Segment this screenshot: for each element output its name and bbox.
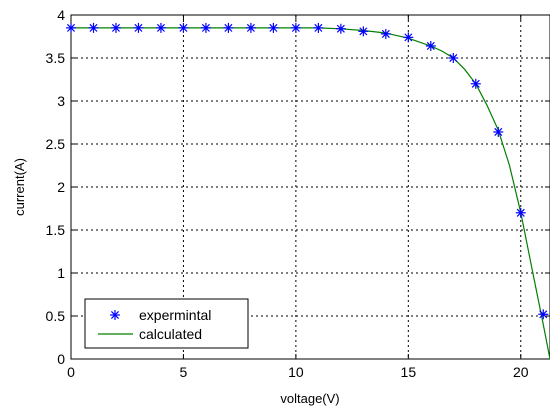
x-tick-label: 15 (401, 364, 417, 380)
expermintal-point (245, 22, 256, 33)
y-axis-label: current(A) (12, 158, 27, 216)
y-tick-label: 3 (57, 93, 65, 109)
data-series (66, 22, 550, 360)
x-tick-label: 5 (180, 364, 188, 380)
expermintal-point (200, 22, 211, 33)
expermintal-point (133, 22, 144, 33)
expermintal-point (538, 309, 549, 320)
expermintal-point (515, 207, 526, 218)
expermintal-point (88, 22, 99, 33)
expermintal-point (403, 32, 414, 43)
y-tick-label: 4 (57, 7, 65, 23)
expermintal-point (178, 22, 189, 33)
x-tick-label: 20 (513, 364, 529, 380)
y-tick-label: 2 (57, 179, 65, 195)
x-axis-label: voltage(V) (280, 391, 339, 406)
expermintal-point (380, 28, 391, 39)
axis-ticks: 0 5 10 15 20 0 0.5 1 1.5 2 2.5 3 3.5 4 (46, 7, 550, 380)
legend-label-calculated: calculated (139, 326, 202, 342)
expermintal-point (425, 40, 436, 51)
y-tick-label: 0.5 (46, 308, 66, 324)
legend-marker-expermintal (110, 310, 120, 320)
expermintal-point (110, 22, 121, 33)
x-tick-label: 10 (288, 364, 304, 380)
expermintal-point (268, 22, 279, 33)
y-tick-label: 3.5 (46, 50, 66, 66)
expermintal-point (335, 23, 346, 34)
expermintal-point (66, 22, 76, 33)
legend: expermintal calculated (84, 298, 249, 349)
y-tick-label: 2.5 (46, 136, 66, 152)
legend-label-expermintal: expermintal (139, 307, 211, 323)
expermintal-point (155, 22, 166, 33)
expermintal-point (290, 22, 301, 33)
y-tick-label: 1 (57, 265, 65, 281)
expermintal-point (223, 22, 234, 33)
expermintal-point (448, 53, 459, 63)
legend-asterisk-marker (110, 310, 120, 320)
expermintal-point (493, 126, 504, 137)
legend-box (84, 298, 249, 349)
y-tick-label: 0 (57, 351, 65, 367)
x-tick-label: 0 (67, 364, 75, 380)
y-tick-label: 1.5 (46, 222, 66, 238)
expermintal-point (313, 22, 324, 33)
expermintal-point (358, 26, 369, 37)
expermintal-point (470, 78, 481, 89)
